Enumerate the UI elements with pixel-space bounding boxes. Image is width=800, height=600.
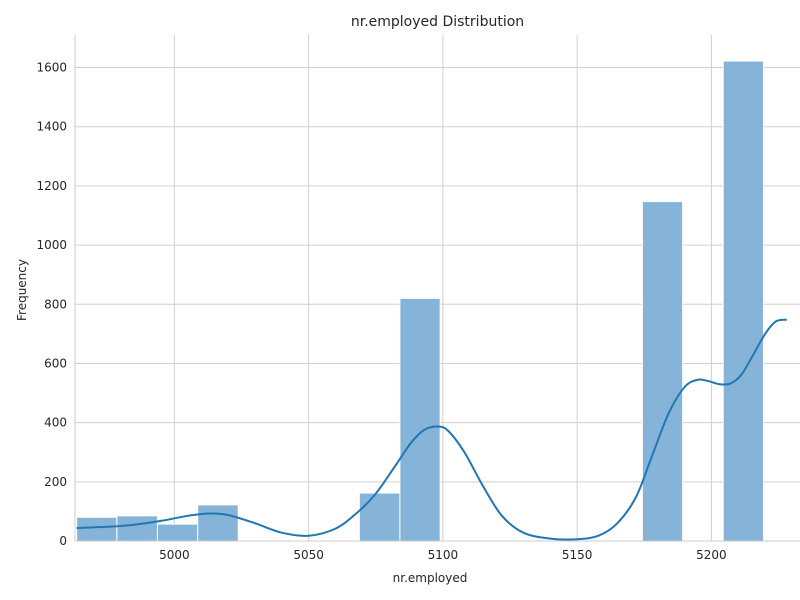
x-tick-label: 5100: [428, 548, 459, 562]
histogram-bar: [358, 492, 401, 542]
histogram-bar: [76, 516, 118, 542]
x-tick-label: 5050: [293, 548, 324, 562]
kde-line: [76, 318, 787, 541]
histogram-bar: [641, 201, 684, 542]
x-axis-label: nr.employed: [393, 571, 468, 585]
axes-frame: [74, 35, 800, 542]
histogram-bar: [399, 297, 441, 542]
x-tick-label: 5200: [696, 548, 727, 562]
x-tick-label: 5000: [159, 548, 190, 562]
y-tick-label: 200: [44, 475, 67, 489]
y-axis-label: Frequency: [15, 259, 29, 321]
histogram-bar: [722, 60, 764, 542]
y-tick-labels: 0 200 400 600 800 1000 1200 1400 1600: [36, 61, 67, 548]
chart-title: nr.employed Distribution: [351, 14, 524, 30]
histogram-bars: [76, 60, 764, 542]
y-tick-label: 0: [59, 534, 67, 548]
y-tick-label: 800: [44, 297, 67, 311]
y-tick-label: 1200: [36, 179, 67, 193]
histogram-bar: [197, 504, 239, 542]
x-tick-label: 5150: [562, 548, 593, 562]
y-tick-label: 1400: [36, 120, 67, 134]
y-tick-label: 1000: [36, 238, 67, 252]
y-tick-label: 400: [44, 416, 67, 430]
histogram-bar: [116, 515, 158, 542]
y-tick-label: 600: [44, 356, 67, 370]
y-tick-label: 1600: [36, 61, 67, 75]
x-tick-labels: 5000 5050 5100 5150 5200: [159, 548, 727, 562]
histogram-bar: [156, 523, 199, 542]
